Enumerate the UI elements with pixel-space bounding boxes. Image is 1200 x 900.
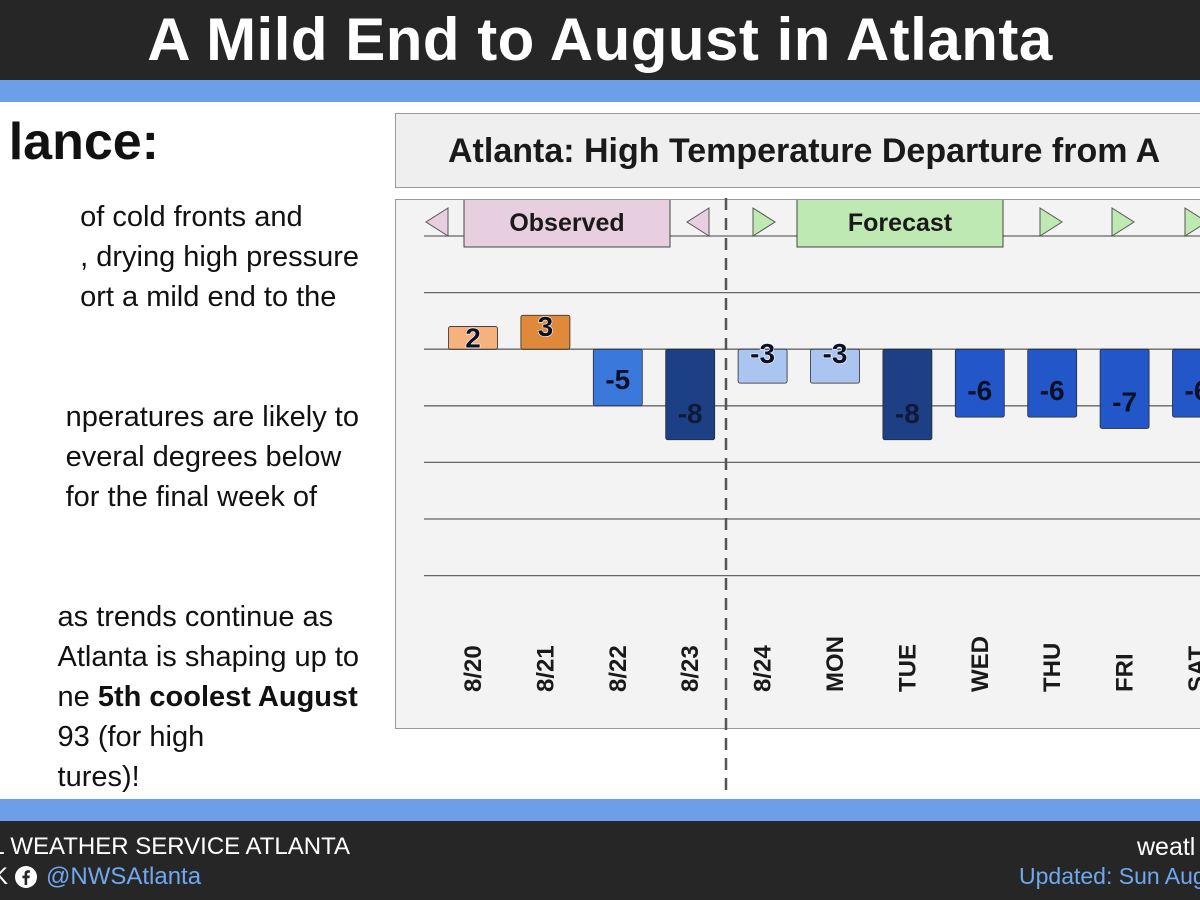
summary-line: of cold fronts and [80, 201, 303, 233]
footer-website[interactable]: weatl [1137, 833, 1196, 861]
bar-value-label: -6 [967, 375, 992, 406]
temperature-bar [665, 348, 716, 441]
footer-organization: L WEATHER SERVICE ATLANTA [0, 833, 350, 860]
x-axis-category-label: MON [822, 636, 849, 692]
forecast-arrow-marker [1039, 207, 1063, 237]
chart-title-box: Atlanta: High Temperature Departure from… [395, 113, 1200, 188]
page-title: A Mild End to August in Atlanta [0, 0, 1200, 80]
summary-line: as trends continue as [57, 601, 334, 633]
x-axis-category-label: 8/22 [605, 645, 632, 692]
x-axis-category-label: 8/20 [460, 645, 487, 692]
temperature-bar [592, 348, 643, 407]
temperature-departure-chart: Observed Forecast 2 8/20 3 8/21 -5 8/22 -8 8/23 -3… [424, 200, 1200, 692]
summary-line: ort a mild end to the [80, 281, 337, 313]
temperature-bar [1099, 348, 1150, 429]
chart-plot-area: Observed Forecast 2 8/20 3 8/21 -5 8/22 -8 8/23 -3… [395, 199, 1200, 729]
today-divider [724, 198, 728, 790]
temperature-bar [1172, 348, 1200, 418]
summary-line: 93 (for high [57, 721, 205, 753]
summary-line: tures)! [57, 761, 140, 793]
x-axis-category-label: 8/24 [750, 645, 777, 692]
summary-line: everal degrees below [65, 441, 342, 473]
bar-value-label: 3 [538, 311, 554, 342]
summary-line: Atlanta is shaping up to [57, 641, 359, 673]
forecast-arrow-marker [1111, 207, 1135, 237]
facebook-icon [15, 866, 37, 888]
x-axis-category-label: 8/23 [677, 645, 704, 692]
x-axis-category-label: SAT [1184, 645, 1200, 692]
summary-paragraph-1: of cold fronts and , drying high pressur… [80, 197, 359, 317]
chart-title: Atlanta: High Temperature Departure from… [448, 132, 1161, 170]
temperature-bar [1027, 348, 1078, 418]
bar-value-label: -3 [823, 338, 848, 369]
summary-line: , drying high pressure [80, 241, 359, 273]
summary-line: for the final week of [65, 481, 318, 513]
bar-value-label: -5 [605, 364, 630, 395]
x-axis-category-label: THU [1039, 643, 1066, 692]
summary-line: nperatures are likely to [65, 401, 359, 433]
top-accent-band [0, 80, 1200, 102]
footer-updated-timestamp: Updated: Sun Aug [1019, 863, 1200, 889]
summary-line: ne 5th coolest August [58, 677, 359, 717]
temperature-bar [737, 348, 788, 384]
bar-value-label: -6 [1040, 375, 1065, 406]
observed-arrow-marker [425, 207, 449, 237]
footer: L WEATHER SERVICE ATLANTA K @NWSAtlanta … [0, 821, 1200, 900]
temperature-bar [882, 348, 933, 441]
footer-social-prefix: K [0, 862, 8, 892]
summary-paragraph-3: as trends continue as Atlanta is shaping… [58, 597, 359, 797]
footer-social-handle[interactable]: @NWSAtlanta [46, 863, 202, 890]
summary-heading: lance: [8, 113, 159, 171]
x-axis-category-label: FRI [1112, 653, 1139, 692]
temperature-bar [448, 326, 498, 350]
summary-panel: lance: of cold fronts and , drying high … [0, 102, 385, 802]
x-axis-category-label: TUE [894, 644, 921, 692]
summary-paragraph-2: nperatures are likely to everal degrees … [66, 397, 359, 517]
temperature-bar [520, 314, 571, 350]
bar-value-label: -8 [895, 398, 920, 429]
x-axis-category-label: 8/21 [532, 645, 559, 692]
summary-text: ne [57, 681, 98, 713]
observed-period-box [463, 200, 671, 248]
temperature-bar [810, 348, 860, 384]
temperature-bar [954, 348, 1005, 418]
x-axis-category-label: WED [967, 636, 994, 692]
forecast-period-box [796, 200, 1004, 248]
bar-value-label: -8 [678, 398, 703, 429]
bar-value-label: 2 [465, 323, 481, 354]
forecast-arrow-marker [752, 207, 776, 237]
summary-highlight: 5th coolest August [97, 681, 358, 713]
forecast-arrow-marker [1184, 207, 1200, 237]
forecast-period-label: Forecast [848, 209, 953, 237]
bar-value-label: -6 [1185, 375, 1200, 406]
observed-period-label: Observed [509, 209, 624, 237]
bar-value-label: -7 [1112, 386, 1137, 417]
bar-value-label: -3 [750, 338, 775, 369]
bottom-accent-band [0, 799, 1200, 821]
observed-arrow-marker [686, 207, 710, 237]
